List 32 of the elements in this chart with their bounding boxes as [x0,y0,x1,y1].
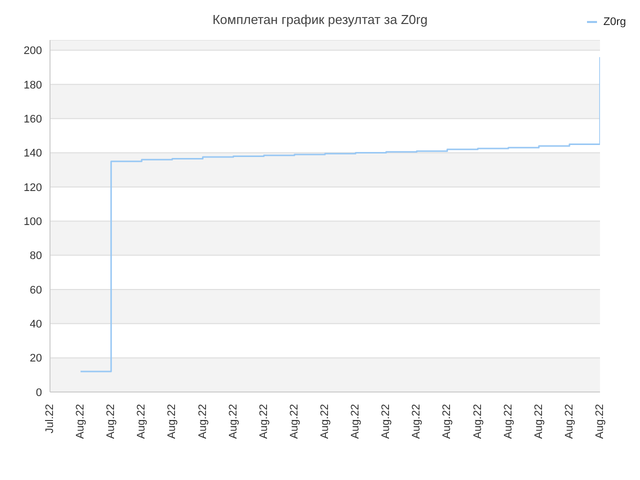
y-tick-label: 120 [24,182,42,194]
x-tick-label: Aug.22 [502,404,514,439]
x-tick-label: Aug.22 [441,404,454,439]
y-tick-label: 160 [24,114,42,126]
y-tick-label: 0 [36,386,42,399]
x-tick-label: Aug.22 [105,404,118,439]
y-tick-label: 180 [24,79,42,92]
y-tick-label: 80 [30,250,42,262]
x-tick-label: Aug.22 [410,404,423,439]
x-tick-label: Aug.22 [258,404,270,439]
x-tick-label: Aug.22 [196,404,209,439]
x-tick-label: Aug.22 [74,404,87,439]
x-tick-label: Aug.22 [166,404,178,439]
x-tick-label: Aug.22 [319,404,331,439]
y-tick-label: 200 [24,45,42,58]
x-tick-label: Aug.22 [380,404,392,439]
y-tick-label: 140 [24,148,42,160]
x-tick-label: Aug.22 [288,404,300,439]
x-tick-label: Aug.22 [532,404,545,439]
x-tick-label: Jul.22 [44,404,56,434]
chart-title: Комплетан график резултат за Z0rg [212,12,428,27]
x-tick-label: Aug.22 [136,404,148,439]
x-tick-label: Aug.22 [472,404,484,439]
x-tick-label: Aug.22 [227,404,240,439]
y-tick-label: 60 [30,284,42,296]
y-tick-label: 100 [24,216,42,228]
x-tick-label: Aug.22 [350,404,362,439]
y-tick-label: 20 [30,352,42,365]
x-tick-label: Aug.22 [594,404,606,439]
y-tick-label: 40 [30,318,42,331]
x-tick-label: Aug.22 [563,404,576,439]
legend-label: Z0rg [602,16,626,28]
